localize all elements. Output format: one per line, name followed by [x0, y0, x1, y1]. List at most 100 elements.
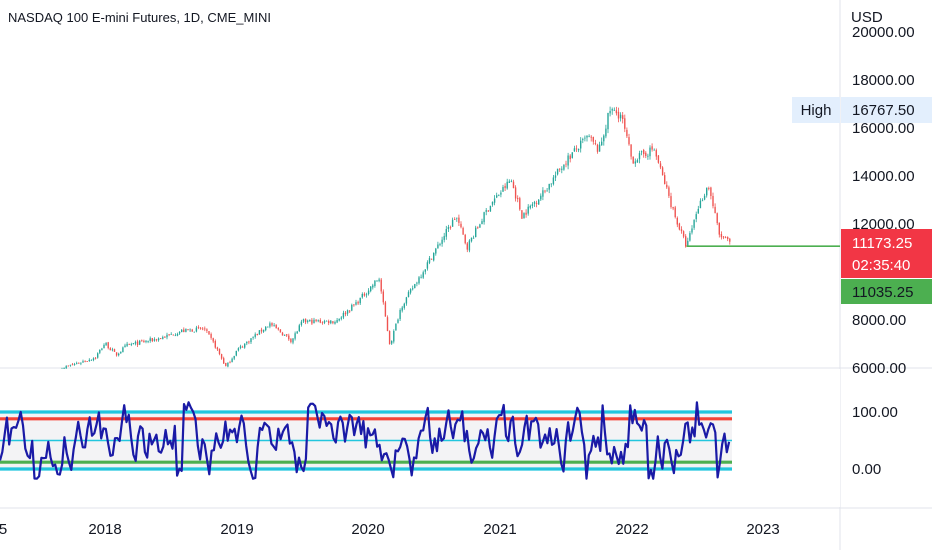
candle-body [118, 353, 120, 356]
candle-body [330, 320, 332, 324]
indicator-axis[interactable]: 100.00 0.00 [852, 404, 898, 478]
candle-body [244, 343, 246, 348]
candle-body [241, 346, 244, 348]
candle-body [214, 341, 216, 348]
candle-body [202, 328, 204, 330]
candle-body [166, 334, 168, 338]
price-pane[interactable] [0, 0, 840, 368]
candle-body [223, 358, 225, 364]
candle-body [424, 269, 426, 272]
candle-body [126, 343, 128, 346]
candle-body [405, 297, 408, 304]
candle-body [552, 177, 555, 185]
candle-body [529, 205, 531, 208]
candle-body [361, 294, 363, 298]
candle-body [145, 340, 147, 342]
candle-body [430, 258, 433, 260]
candle-body [195, 327, 198, 332]
candle-body [706, 187, 708, 196]
candle-body [609, 111, 611, 114]
candle-body [407, 292, 410, 297]
candle-body [506, 181, 508, 189]
candle-body [454, 219, 456, 220]
candle-body [668, 187, 670, 196]
candle-body [510, 181, 513, 182]
candle-body [693, 219, 695, 228]
candle-body [588, 136, 590, 137]
price-tick-label: 16000.00 [852, 120, 915, 137]
candle-body [130, 344, 132, 345]
price-tick-label: 8000.00 [852, 312, 906, 329]
candle-body [491, 201, 494, 205]
candle-body [443, 236, 445, 240]
time-tick-label: 2020 [351, 521, 384, 538]
candle-body [546, 190, 548, 192]
candle-body [124, 345, 126, 348]
candle-body [617, 111, 620, 119]
candle-body [128, 344, 130, 345]
candle-body [281, 332, 284, 336]
candle-body [229, 362, 231, 364]
candle-body [311, 319, 313, 324]
candle-body [67, 365, 69, 367]
candle-body [548, 183, 550, 190]
candle-body [422, 272, 424, 278]
candle-body [460, 223, 462, 228]
candle-body [378, 279, 380, 281]
candle-body [147, 341, 149, 342]
candle-body [283, 334, 286, 336]
candle-body [657, 155, 660, 163]
candle-body [456, 217, 458, 219]
candle-body [615, 110, 618, 114]
candlestick-series [61, 106, 840, 371]
candle-body [342, 312, 345, 318]
candle-body [653, 149, 655, 151]
candle-body [395, 323, 397, 331]
candle-body [540, 195, 542, 200]
price-tick-label: 14000.00 [852, 168, 915, 185]
candle-body [372, 285, 374, 288]
candle-body [664, 175, 666, 184]
candle-body [466, 243, 468, 250]
candle-body [502, 187, 504, 192]
candle-body [716, 213, 718, 224]
candle-body [292, 338, 294, 343]
candle-body [197, 327, 200, 328]
candle-body [493, 198, 496, 203]
candle-body [250, 338, 252, 343]
candle-body [325, 320, 328, 322]
candle-body [357, 301, 359, 304]
candle-body [178, 332, 181, 334]
candle-body [477, 227, 479, 229]
price-axis[interactable]: 20000.00 18000.00 16000.00 14000.00 12000.00… [852, 24, 915, 377]
candle-body [630, 144, 632, 157]
candle-body [626, 129, 628, 137]
candle-body [559, 168, 561, 170]
candle-body [220, 354, 223, 359]
candle-body [363, 293, 366, 296]
candle-body [710, 187, 712, 196]
candle-body [132, 343, 135, 345]
candle-body [338, 318, 340, 321]
candle-body [273, 325, 275, 326]
candle-body [682, 231, 685, 237]
candle-body [256, 334, 258, 336]
candle-body [567, 155, 569, 166]
candle-body [183, 329, 185, 332]
candle-body [594, 143, 597, 144]
candle-body [603, 135, 605, 142]
candle-body [323, 321, 326, 323]
candle-body [170, 334, 172, 335]
candle-body [212, 338, 214, 342]
candle-body [164, 336, 166, 338]
candle-body [590, 136, 592, 138]
candle-body [258, 330, 261, 335]
candle-body [101, 348, 103, 350]
candle-body [115, 352, 118, 356]
candle-body [485, 210, 487, 212]
candle-body [586, 135, 588, 138]
candle-body [535, 203, 538, 204]
candle-body [65, 366, 67, 369]
time-axis[interactable]: 5 2018 2019 2020 2021 2022 2023 [0, 521, 780, 538]
